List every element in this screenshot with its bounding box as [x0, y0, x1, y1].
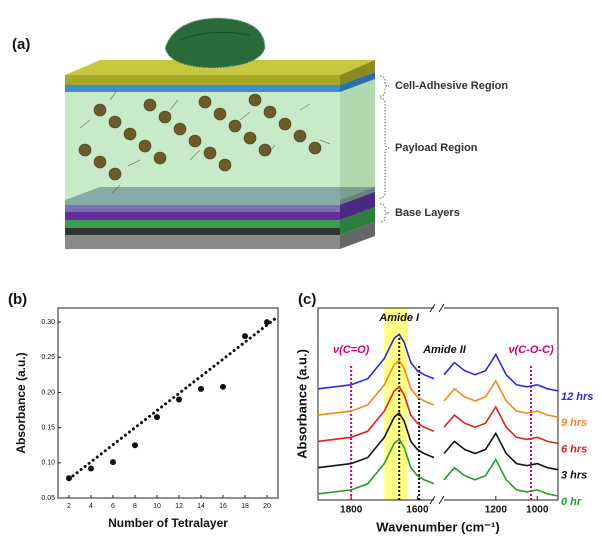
annotation: ν(C-O-C) [508, 344, 554, 356]
point [66, 475, 72, 482]
brackets [379, 75, 391, 223]
chain [248, 93, 322, 155]
x-axis-label: Wavenumber (cm⁻¹) [376, 519, 499, 534]
layer-yellow [65, 75, 340, 85]
x-tick-label: 1200 [485, 505, 508, 516]
diagram-a: (a) [12, 17, 508, 249]
x-tick-label: 2 [67, 503, 71, 510]
cell [164, 17, 266, 69]
spectrum [317, 385, 559, 445]
annotation: Amide I [378, 312, 420, 324]
plot-frame [317, 307, 559, 501]
layer-side [340, 222, 375, 249]
point [88, 465, 94, 472]
point [242, 333, 248, 340]
layer-side [340, 207, 375, 235]
x-tick-label: 1000 [526, 505, 549, 516]
spectrum [317, 359, 559, 418]
x-tick-label: 4 [89, 503, 93, 510]
layer-side [340, 72, 375, 92]
spectrum [317, 438, 559, 497]
chain-arms [79, 91, 331, 194]
region-label: Payload Region [395, 142, 478, 154]
y-axis-label: Absorbance (a.u.) [14, 352, 28, 453]
point [176, 396, 182, 403]
payload-front [65, 92, 340, 205]
x-tick-label: 1800 [340, 505, 363, 516]
chain [93, 103, 167, 165]
point [154, 414, 160, 421]
y-tick-label: 0.20 [41, 389, 55, 396]
y-axis-label: Absorbance (a.u.) [294, 349, 309, 459]
series-label: 6 hrs [561, 443, 587, 455]
x-axis-label: Number of Tetralayer [108, 516, 228, 530]
layer-blue [65, 85, 340, 92]
axis-break [429, 303, 445, 505]
spectrum [317, 333, 559, 392]
chain [78, 143, 122, 181]
point [264, 319, 270, 326]
x-tick-label: 16 [219, 503, 227, 510]
series-label: 12 hrs [561, 391, 593, 403]
layer-side [340, 60, 375, 85]
fit-line [67, 314, 280, 481]
point [110, 459, 116, 466]
annotation: ν(C=O) [333, 344, 370, 356]
panel-label: (b) [8, 291, 27, 308]
x-tick-label: 8 [133, 503, 137, 510]
layer-dark [65, 228, 340, 235]
layer-green [65, 220, 340, 228]
y-tick-label: 0.15 [41, 424, 55, 431]
x-tick-label: 18 [241, 503, 249, 510]
polymer-chains [78, 93, 322, 181]
plot-frame [57, 307, 279, 499]
panel-label: (c) [298, 291, 316, 308]
layer-purple [65, 212, 340, 220]
x-tick-label: 20 [263, 503, 271, 510]
chain [143, 98, 232, 172]
x-tick-label: 14 [197, 503, 205, 510]
panel-label: (a) [12, 36, 30, 53]
x-tick-label: 6 [111, 503, 115, 510]
x-tick-label: 12 [175, 503, 183, 510]
y-tick-label: 0.25 [41, 354, 55, 361]
series-label: 9 hrs [561, 417, 587, 429]
region-label: Cell-Adhesive Region [395, 80, 508, 92]
point [198, 385, 204, 392]
y-tick-label: 0.10 [41, 460, 55, 467]
region-label: Base Layers [395, 207, 460, 219]
spectrum [317, 411, 559, 471]
layer-gray [65, 235, 340, 249]
x-tick-label: 1600 [406, 505, 429, 516]
chain [198, 95, 272, 157]
point [220, 383, 226, 390]
y-tick-label: 0.05 [41, 495, 55, 502]
x-tick-label: 10 [153, 503, 161, 510]
series-label: 0 hr [561, 496, 582, 508]
payload-side [340, 79, 375, 205]
point [132, 442, 138, 449]
annotation: Amide II [422, 344, 467, 356]
series-label: 3 hrs [561, 470, 587, 482]
y-tick-label: 0.30 [41, 319, 55, 326]
